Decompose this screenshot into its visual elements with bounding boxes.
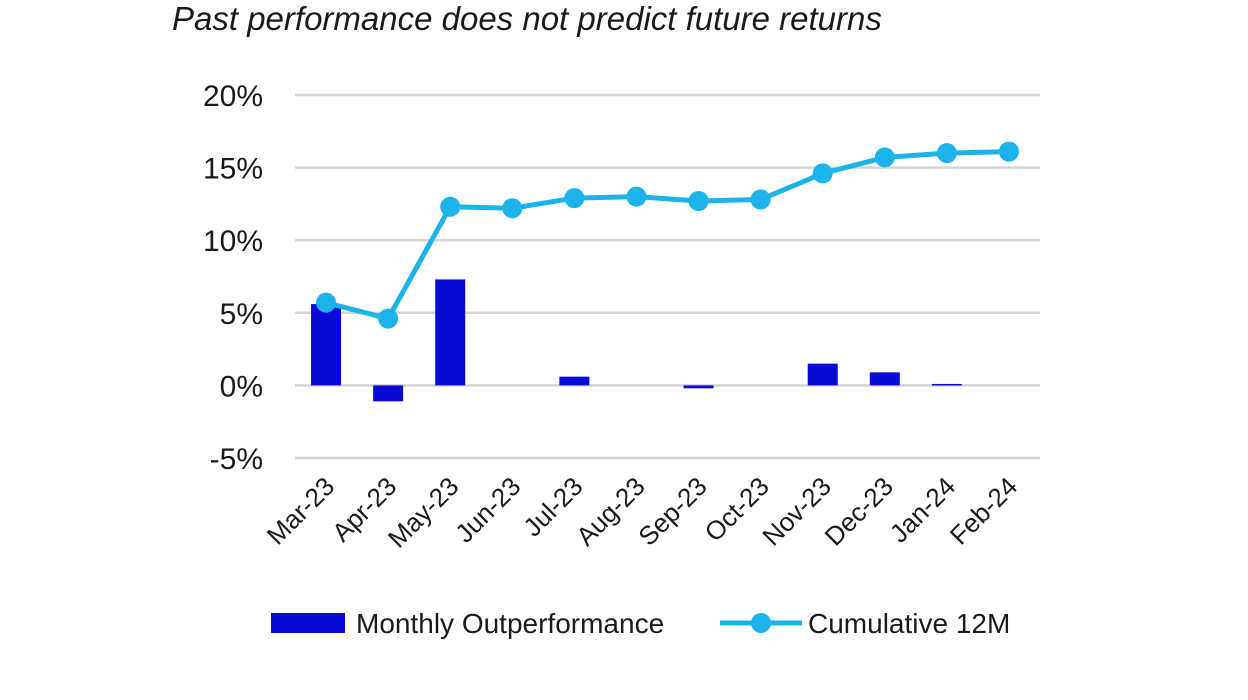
y-tick-label: 10% [203,225,263,258]
x-tick-label: Jun-23 [449,471,526,548]
x-tick-label: Dec-23 [819,471,899,551]
line-point [502,198,523,219]
line-series [316,141,1019,329]
chart-subtitle: Past performance does not predict future… [172,0,882,37]
bar-series [311,279,962,402]
grid-lines [295,93,1040,460]
bar [807,363,838,386]
bar [435,279,466,386]
y-tick-label: 0% [220,370,263,403]
x-tick-label: Jan-24 [884,471,961,548]
x-tick-label: May-23 [382,471,465,554]
bar [559,376,590,386]
x-axis-ticks: Mar-23Apr-23May-23Jun-23Jul-23Aug-23Sep-… [261,471,1023,554]
y-tick-label: 5% [220,298,263,331]
line-point [874,147,895,168]
line-point [812,163,833,184]
x-tick-label: Nov-23 [756,471,836,551]
line-point [750,189,771,210]
bar [373,385,404,402]
cumulative-line [325,149,1010,322]
bar [683,385,714,389]
bar [931,383,962,386]
legend-label: Cumulative 12M [808,608,1010,639]
bar [311,304,342,386]
x-tick-label: Feb-24 [944,471,1023,550]
y-tick-label: 15% [203,153,263,186]
line-point [998,141,1019,162]
line-point [440,196,461,217]
legend: Monthly Outperformance Cumulative 12M [271,608,1010,639]
line-point [378,308,399,329]
line-point [936,143,957,164]
legend-label: Monthly Outperformance [356,608,664,639]
line-point [626,186,647,207]
bar [869,372,900,386]
legend-swatch-marker [751,613,771,633]
line-point [688,190,709,211]
x-tick-label: Sep-23 [632,471,712,551]
x-tick-label: Mar-23 [261,471,340,550]
line-point [316,292,337,313]
legend-swatch-bar [271,613,345,633]
y-tick-label: 20% [203,80,263,113]
y-tick-label: -5% [210,443,263,476]
x-tick-label: Aug-23 [570,471,650,551]
line-point [564,188,585,209]
y-axis-ticks: -5% 0% 5% 10% 15% 20% [203,80,263,476]
